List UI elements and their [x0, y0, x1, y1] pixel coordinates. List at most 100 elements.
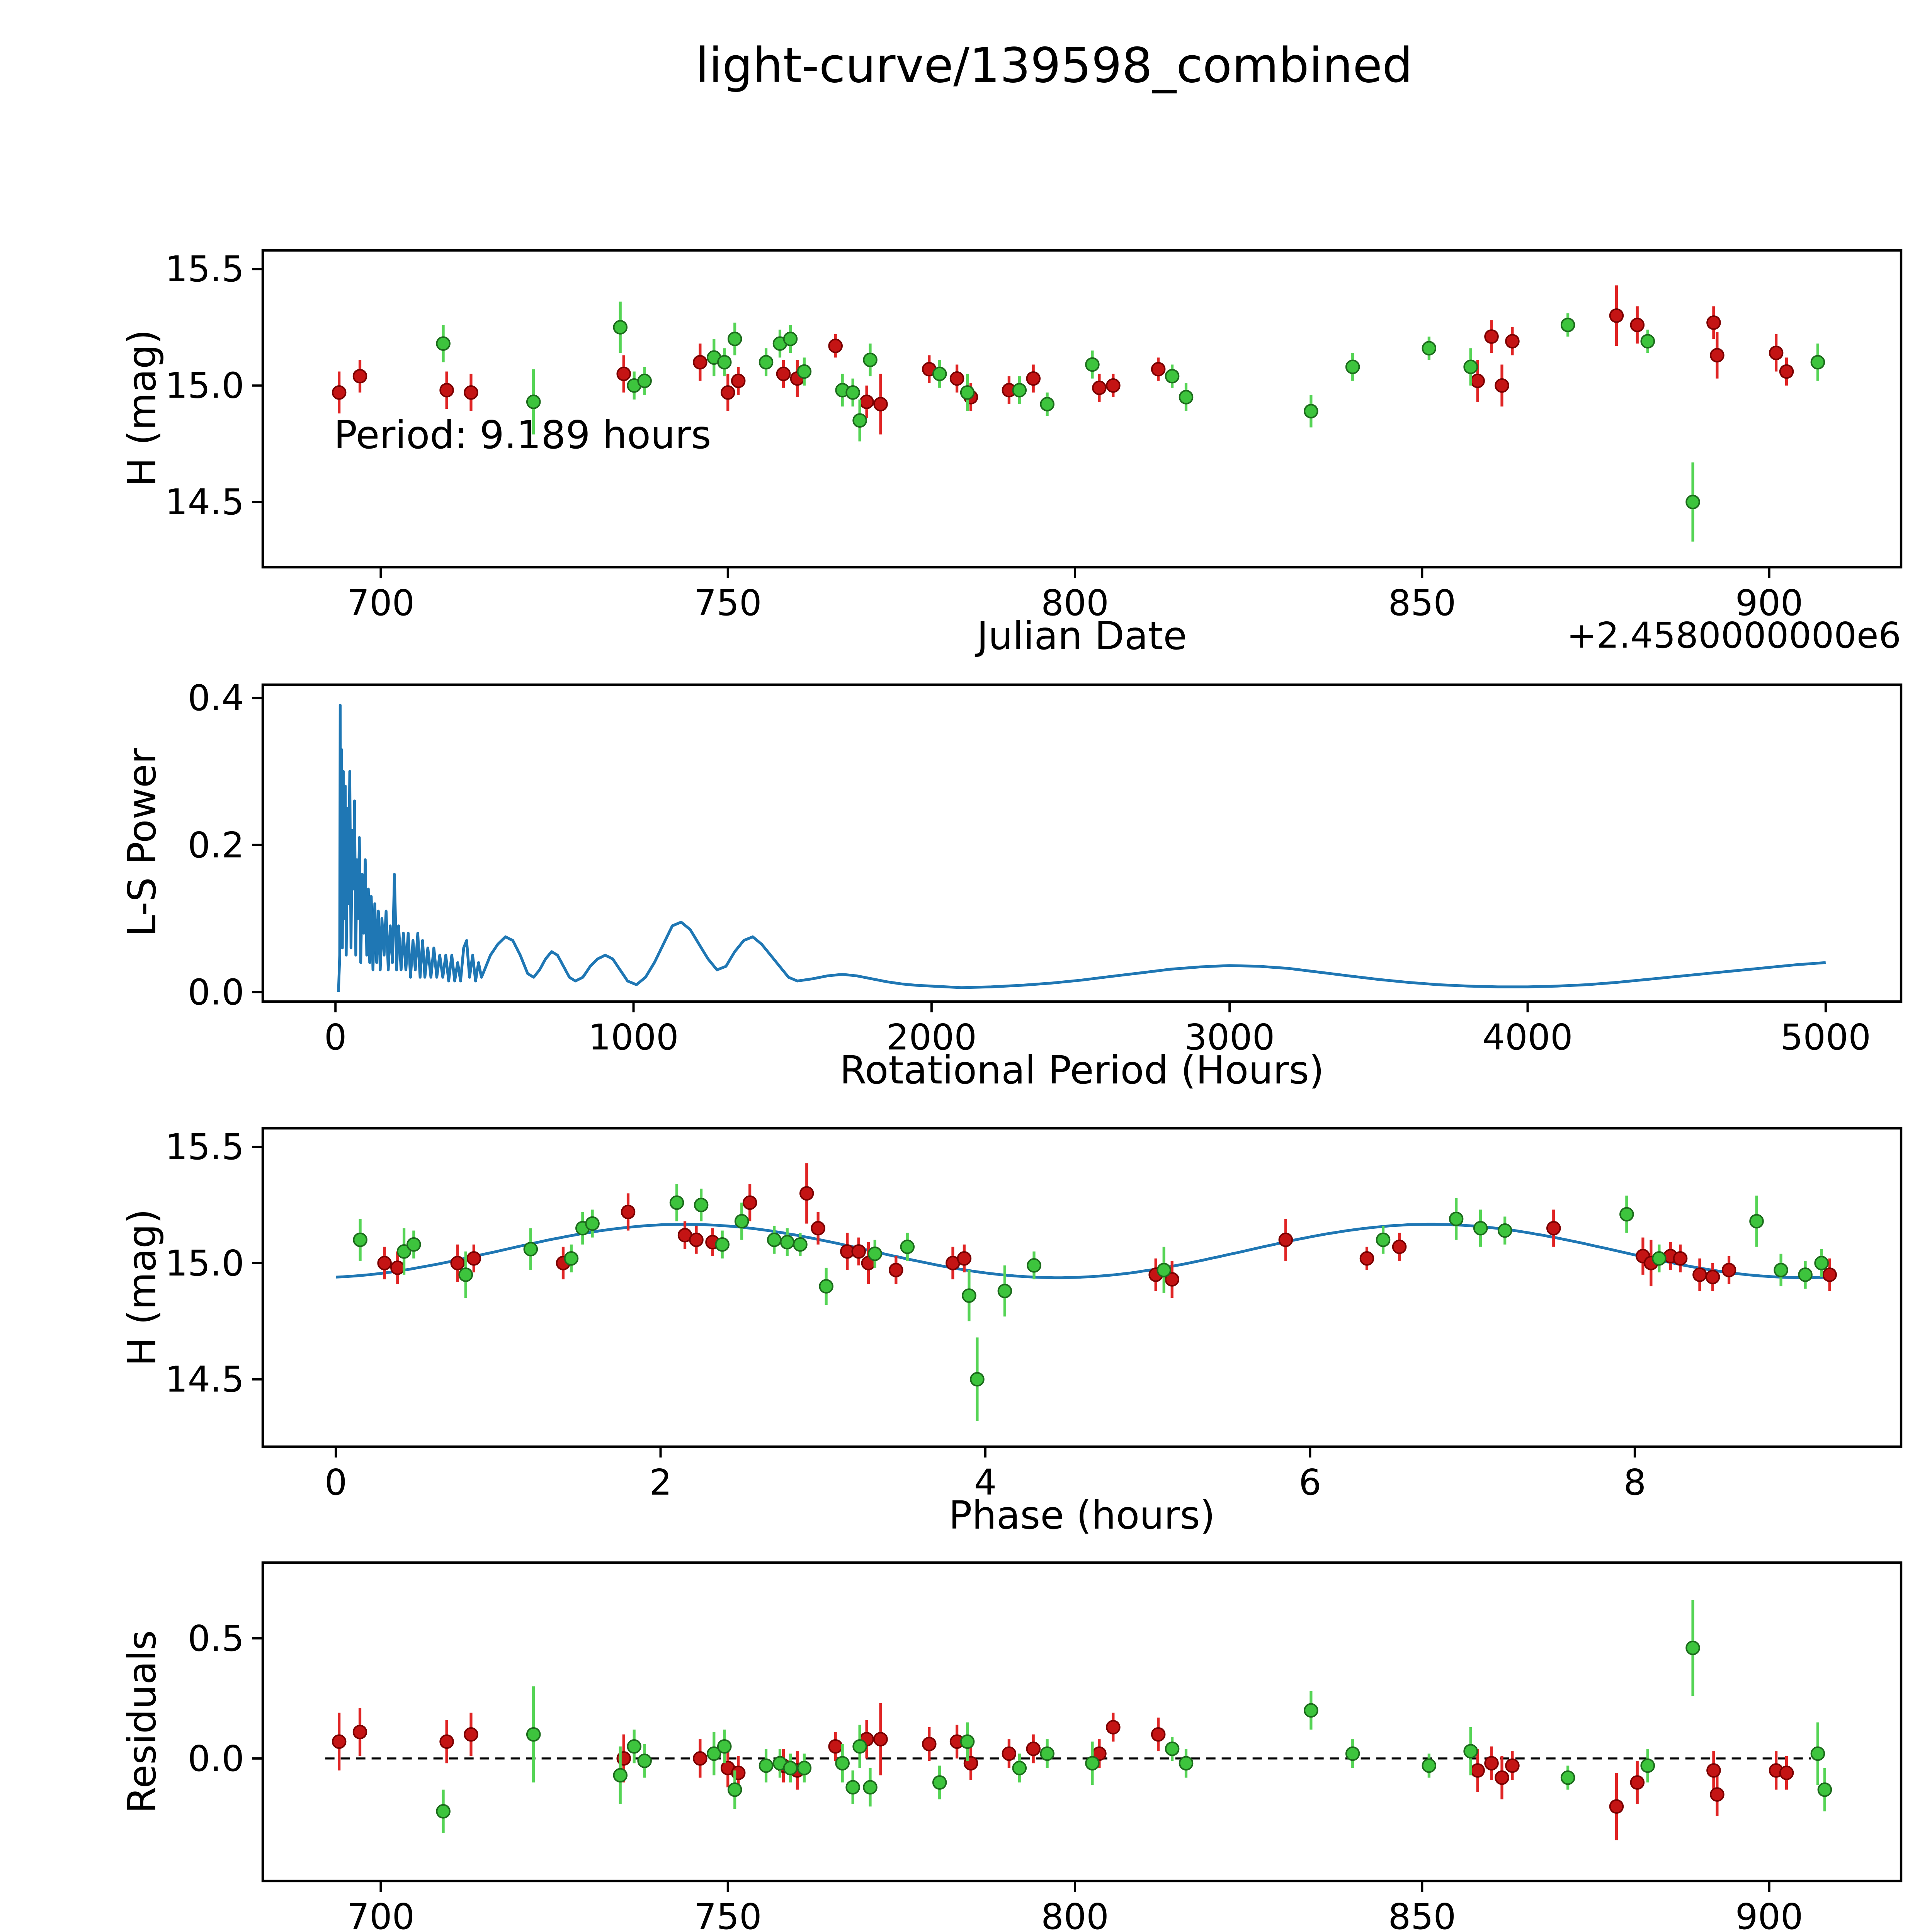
data-point [1706, 1763, 1721, 1778]
series-filter-green [436, 301, 1825, 542]
data-point [797, 1760, 812, 1776]
data-point [1345, 1746, 1360, 1761]
panel-residuals-ticks: 700 750 800 850 900 0.5 0.0 [188, 1618, 1803, 1932]
data-point [720, 385, 735, 400]
data-point [1463, 359, 1478, 374]
x-tick-label: 800 [1041, 582, 1109, 624]
data-point [1463, 1744, 1478, 1759]
data-point [1769, 345, 1784, 361]
x-tick-label: 5000 [1781, 1017, 1871, 1058]
panel4-xlabel: Julian Date [977, 1927, 1187, 1932]
data-point [1560, 1770, 1575, 1785]
data-point [797, 364, 812, 379]
panel3-ylabel: H (mag) [120, 1209, 165, 1366]
x-tick-label: 0 [325, 1462, 347, 1503]
data-point [637, 1753, 652, 1768]
data-point [689, 1232, 704, 1247]
period-annotation: Period: 9.189 hours [334, 413, 711, 457]
data-point [1359, 1251, 1374, 1266]
data-point [621, 1204, 636, 1219]
data-point [863, 352, 878, 367]
panel-phase-folded-curve: 0 2 4 6 8 15.5 15.0 14.5 [165, 1126, 1903, 1503]
data-point [932, 1775, 947, 1790]
data-point [783, 1760, 798, 1776]
data-point [873, 397, 888, 412]
data-point [693, 355, 707, 370]
data-point [1085, 357, 1100, 372]
data-point [1495, 1770, 1509, 1785]
data-point [1609, 308, 1624, 323]
data-point [845, 385, 860, 400]
data-point [1027, 1258, 1041, 1273]
data-point [1640, 334, 1655, 349]
data-point [526, 1727, 541, 1742]
data-point [852, 413, 867, 428]
data-point [859, 395, 874, 409]
data-point [1705, 1270, 1720, 1284]
data-point [464, 1727, 478, 1742]
data-point [922, 1736, 937, 1752]
x-tick-label: 4 [974, 1462, 997, 1503]
x-tick-label: 700 [347, 1896, 415, 1932]
panel1-ylabel: H (mag) [120, 329, 165, 487]
data-point [1449, 1211, 1464, 1226]
panel2-xlabel: Rotational Period (Hours) [840, 1048, 1324, 1093]
data-point [1470, 373, 1485, 388]
data-point [970, 1372, 985, 1387]
y-tick-label: 15.0 [165, 1243, 244, 1284]
data-point [1085, 1756, 1100, 1771]
data-point [845, 1780, 860, 1795]
panel2-ylabel: L-S Power [120, 748, 165, 937]
data-point [1779, 364, 1794, 379]
data-point [851, 1244, 866, 1259]
x-tick-label: 800 [1041, 1896, 1109, 1932]
data-point [332, 385, 347, 400]
data-point [436, 1804, 451, 1819]
data-point [1278, 1232, 1293, 1247]
data-point [1376, 1232, 1391, 1247]
x-tick-label: 2000 [886, 1017, 977, 1058]
periodogram-line [337, 704, 1826, 992]
data-point [352, 1725, 367, 1740]
data-point [1392, 1239, 1407, 1254]
data-point [1026, 1742, 1041, 1756]
data-point [997, 1284, 1012, 1298]
data-point [715, 1237, 730, 1252]
data-point [828, 338, 843, 354]
data-point [1473, 1221, 1488, 1236]
data-point [949, 371, 964, 386]
y-tick-label: 14.5 [165, 481, 244, 523]
data-point [734, 1214, 749, 1229]
data-point [1165, 1272, 1180, 1287]
data-point [1560, 318, 1575, 332]
data-point [1546, 1221, 1561, 1236]
data-point [396, 1244, 412, 1259]
data-point [1497, 1223, 1512, 1238]
data-point [889, 1263, 903, 1277]
x-tick-label: 8 [1624, 1462, 1646, 1503]
data-point [1012, 383, 1027, 398]
panel-phase-folded-curve-ticks: 0 2 4 6 8 15.5 15.0 14.5 [165, 1126, 1646, 1503]
x-tick-label: 900 [1735, 1896, 1803, 1932]
data-point [390, 1260, 405, 1275]
x-tick-label: 850 [1388, 1896, 1456, 1932]
y-tick-label: 15.5 [165, 248, 244, 290]
data-point [1422, 341, 1437, 356]
panel3-xlabel: Phase (hours) [949, 1493, 1215, 1538]
data-point [1798, 1267, 1813, 1282]
data-point [450, 1256, 465, 1270]
data-point [439, 1734, 454, 1749]
data-point [1749, 1214, 1764, 1229]
data-point [1774, 1263, 1788, 1277]
data-point [694, 1197, 709, 1213]
data-point [867, 1246, 883, 1261]
data-point [1652, 1251, 1667, 1266]
data-point [439, 383, 454, 398]
data-point [780, 1235, 795, 1250]
data-point [436, 336, 451, 351]
data-point [1092, 380, 1107, 395]
panel1-xlabel: Julian Date [977, 614, 1187, 658]
data-point [957, 1251, 972, 1266]
panel4-ylabel: Residuals [120, 1630, 165, 1814]
